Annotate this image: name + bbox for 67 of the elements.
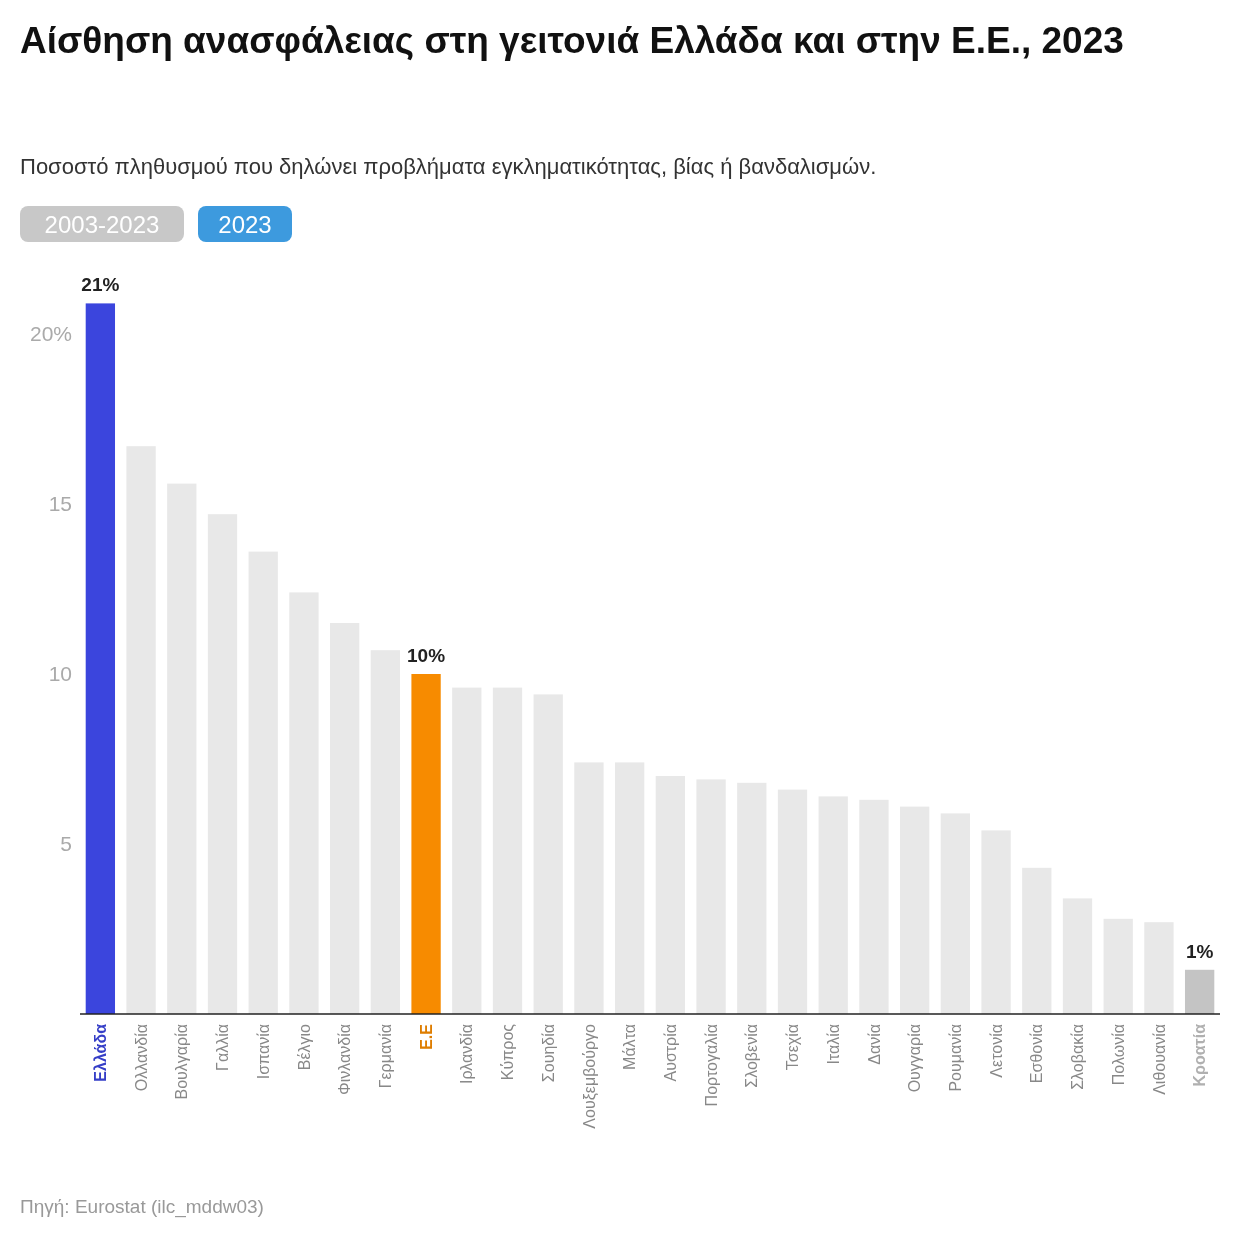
- chart-subtitle: Ποσοστό πληθυσμού που δηλώνει προβλήματα εγκληματικότητας, βίας ή βανδαλισμών.: [20, 154, 877, 179]
- chart-title: Αίσθηση ανασφάλειας στη γειτονιά Ελλάδα και στην Ε.Ε., 2023: [20, 19, 1125, 63]
- x-tick-label: Τσεχία: [784, 1024, 802, 1071]
- x-tick-label: Λουξεμβούργο: [580, 1023, 599, 1129]
- x-tick-label: Ουγγαρία: [906, 1024, 924, 1093]
- x-tick-label: Σλοβενία: [743, 1024, 761, 1088]
- bar: [1184, 969, 1215, 1014]
- x-tick-label: Φινλανδία: [336, 1024, 354, 1096]
- bar: [899, 806, 930, 1014]
- bar: [126, 446, 156, 1014]
- x-tick-label: Ολλανδία: [132, 1024, 150, 1092]
- bar: [614, 762, 645, 1014]
- x-tick-label: Ιρλανδία: [458, 1024, 476, 1084]
- bar: [370, 650, 401, 1014]
- bar: [981, 830, 1011, 1014]
- x-tick-label: Ιταλία: [824, 1024, 842, 1065]
- y-tick-label: 20%: [29, 322, 72, 346]
- bar: [452, 687, 482, 1014]
- bar: [248, 551, 278, 1014]
- x-tick-label: Βουλγαρία: [173, 1024, 191, 1100]
- bar: [533, 694, 563, 1014]
- data-label: 10%: [407, 645, 446, 666]
- x-tick-label: Κύπρος: [499, 1023, 517, 1081]
- bar: [492, 687, 523, 1014]
- text: Πηγή: Eurostat (ilc_mddw03): [20, 1196, 264, 1218]
- x-tick-label: Ισπανία: [254, 1024, 272, 1080]
- bar: [1062, 898, 1093, 1014]
- x-tick-label: Λιθουανία: [1150, 1024, 1168, 1095]
- x-tick-label: Εσθονία: [1028, 1024, 1046, 1084]
- bar: [1144, 922, 1174, 1014]
- x-tick-label: Ρουμανία: [946, 1024, 964, 1092]
- bar: [1103, 918, 1133, 1014]
- bar: [818, 796, 848, 1014]
- y-tick-label: 15: [48, 492, 72, 516]
- bar: [289, 592, 319, 1014]
- x-tick-label: Αυστρία: [661, 1024, 679, 1082]
- bar: [85, 303, 116, 1014]
- x-tick-label: Γερμανία: [376, 1024, 394, 1089]
- bar: [411, 674, 441, 1014]
- y-tick-label: 10: [48, 662, 72, 686]
- x-tick-label: Σουηδία: [539, 1024, 557, 1083]
- bar: [737, 782, 767, 1014]
- bar: [940, 813, 971, 1014]
- x-tick-label: Πολωνία: [1109, 1024, 1127, 1086]
- bar: [859, 799, 889, 1014]
- bar: [574, 762, 604, 1014]
- data-label: 1%: [1185, 940, 1214, 962]
- x-tick-label: Δανία: [865, 1024, 883, 1065]
- x-tick-label: Λετονία: [987, 1024, 1005, 1078]
- x-tick-label: Γαλλία: [214, 1024, 232, 1071]
- x-tick-label: Μάλτα: [621, 1024, 639, 1070]
- x-tick-label: Ε.Ε: [417, 1023, 435, 1050]
- x-tick-label: Ελλάδα: [91, 1023, 109, 1082]
- bar: [1022, 867, 1052, 1014]
- bar: [777, 789, 808, 1014]
- x-tick-label: Βέλγιο: [295, 1023, 313, 1071]
- x-tick-label: Σλοβακία: [1069, 1024, 1087, 1090]
- bar: [167, 483, 197, 1014]
- y-tick-label: 5: [60, 832, 72, 856]
- toggle-button: 2023: [198, 206, 292, 242]
- x-tick-label: Κροατία: [1191, 1023, 1209, 1087]
- bar: [696, 779, 726, 1014]
- bar: [655, 776, 686, 1014]
- bar: [207, 514, 238, 1014]
- bar: [329, 623, 360, 1014]
- x-tick-label: Πορτογαλία: [702, 1024, 720, 1107]
- data-label: 21%: [81, 274, 120, 296]
